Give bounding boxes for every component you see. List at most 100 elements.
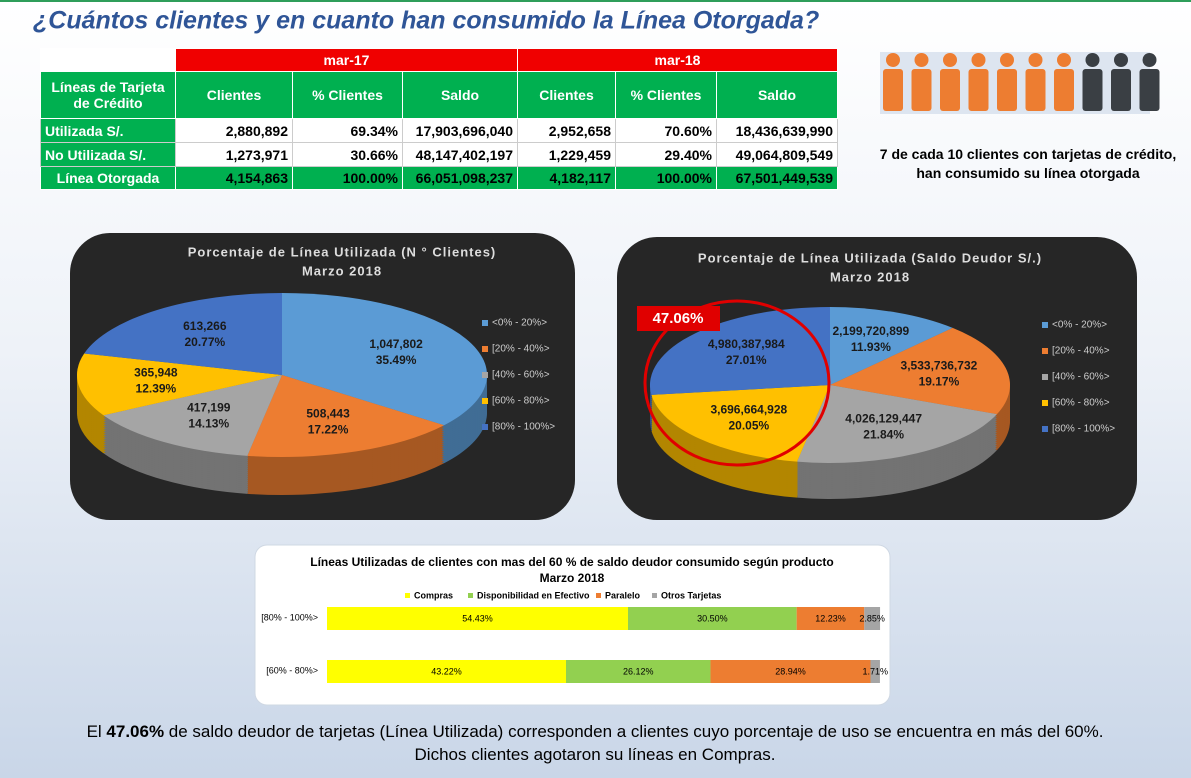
percent-label: 12.39%	[136, 381, 177, 395]
chart-subtitle: Marzo 2018	[540, 571, 605, 585]
percent-label: 21.84%	[863, 428, 904, 442]
percent-label: 35.49%	[376, 353, 417, 367]
person-body	[911, 69, 932, 111]
legend-swatch	[482, 398, 488, 404]
person-head	[1142, 53, 1157, 67]
value-label: 365,948	[134, 365, 178, 379]
legend-swatch	[468, 593, 473, 598]
legend-swatch	[482, 424, 488, 430]
people-icon	[883, 53, 1160, 111]
footer-text: El	[86, 722, 107, 741]
value-label: 3,696,664,928	[710, 402, 787, 416]
legend-swatch	[482, 372, 488, 378]
value-label: 508,443	[306, 407, 350, 421]
note-line: 7 de cada 10 clientes con tarjetas de cr…	[880, 146, 1176, 162]
value-label: 1,047,802	[369, 337, 423, 351]
column-header: Saldo	[716, 71, 838, 119]
pie-slice	[651, 385, 830, 462]
table-cell: 2,952,658	[517, 118, 616, 143]
column-header: Líneas de Tarjeta de Crédito	[40, 71, 176, 119]
bar-segment	[566, 660, 711, 683]
period-header: mar-17	[175, 48, 518, 72]
value-label: 54.43%	[462, 613, 493, 623]
person-head	[1114, 53, 1128, 67]
value-label: 4,980,387,984	[708, 337, 785, 351]
pie-slice	[796, 385, 997, 464]
table-cell: 48,147,402,197	[402, 142, 518, 167]
bar-segment	[870, 660, 880, 683]
person-head	[1028, 53, 1043, 67]
table-cell: 4,154,863	[175, 166, 293, 190]
table-cell: 67,501,449,539	[716, 166, 838, 190]
legend-label: [40% - 60%>	[1052, 372, 1110, 383]
table-cell: 4,182,117	[517, 166, 616, 190]
table-cell: 100.00%	[292, 166, 403, 190]
table-cell: 66,051,098,237	[402, 166, 518, 190]
table-row: Línea Otorgada 4,154,863 100.00% 66,051,098…	[40, 166, 838, 190]
person-head	[1057, 53, 1071, 67]
pie-slice	[830, 327, 1010, 415]
value-label: 4,026,129,447	[845, 412, 922, 426]
row-header: No Utilizada S/.	[40, 142, 176, 167]
table-cell: 2,880,892	[175, 118, 293, 143]
table-cell: 1,273,971	[175, 142, 293, 167]
column-header: % Clientes	[615, 71, 717, 119]
column-header: Clientes	[517, 71, 616, 119]
person-head	[943, 53, 957, 67]
bar-segment	[327, 607, 628, 630]
value-label: 28.94%	[775, 666, 806, 676]
legend-label: [60% - 80%>	[1052, 398, 1110, 409]
legend-label: [80% - 100%>	[492, 422, 555, 433]
legend-swatch	[1042, 374, 1048, 380]
value-label: 3,533,736,732	[901, 359, 978, 373]
legend-label: [80% - 100%>	[1052, 424, 1115, 435]
person-body	[997, 69, 1017, 111]
percent-label: 11.93%	[851, 340, 891, 354]
value-label: 26.12%	[623, 666, 654, 676]
person-body	[883, 69, 903, 111]
value-label: 43.22%	[431, 666, 462, 676]
slide-title: ¿Cuántos clientes y en cuanto han consum…	[33, 7, 819, 35]
bar-segment	[864, 607, 881, 630]
footer: El 47.06% de saldo deudor de tarjetas (L…	[80, 720, 1110, 766]
person-body	[1139, 69, 1160, 111]
pie-slice	[84, 293, 282, 375]
bar-segment	[796, 607, 865, 630]
person-body	[1054, 69, 1074, 111]
legend-label: [40% - 60%>	[492, 370, 550, 381]
pie-slice	[247, 375, 445, 458]
percent-label: 17.22%	[308, 423, 349, 437]
person-body	[1111, 69, 1131, 111]
person-head	[886, 53, 900, 67]
chart-title: Porcentaje de Línea Utilizada (Saldo Deu…	[698, 250, 1042, 265]
person-body	[1082, 69, 1103, 111]
table-row: Utilizada S/. 2,880,892 69.34% 17,903,696,0…	[40, 118, 838, 143]
value-label: 613,266	[183, 319, 227, 333]
value-label: 2,199,720,899	[832, 324, 909, 338]
legend-swatch	[482, 320, 488, 326]
legend-swatch	[1042, 348, 1048, 354]
period-header: mar-18	[517, 48, 838, 72]
y-tick-label: [60% - 80%>	[266, 665, 318, 675]
value-label: 30.50%	[697, 613, 728, 623]
legend-label: <0% - 20%>	[492, 318, 547, 329]
legend-swatch	[1042, 426, 1048, 432]
legend-label: <0% - 20%>	[1052, 320, 1107, 331]
legend-swatch	[652, 593, 657, 598]
chart-title: Líneas Utilizadas de clientes con mas de…	[310, 555, 833, 569]
legend-swatch	[405, 593, 410, 598]
table-cell: 49,064,809,549	[716, 142, 838, 167]
bar-segment	[627, 607, 797, 630]
table-cell: 17,903,696,040	[402, 118, 518, 143]
bar-segment	[327, 660, 567, 683]
percent-label: 20.05%	[728, 418, 769, 432]
percent-label: 14.13%	[188, 417, 229, 431]
note-line: han consumido su línea otorgada	[916, 165, 1139, 181]
person-body	[968, 69, 989, 111]
bar-segment	[710, 660, 871, 683]
value-label: 1.71%	[862, 666, 888, 676]
percent-label: 20.77%	[184, 335, 225, 349]
person-body	[940, 69, 960, 111]
legend-swatch	[1042, 400, 1048, 406]
